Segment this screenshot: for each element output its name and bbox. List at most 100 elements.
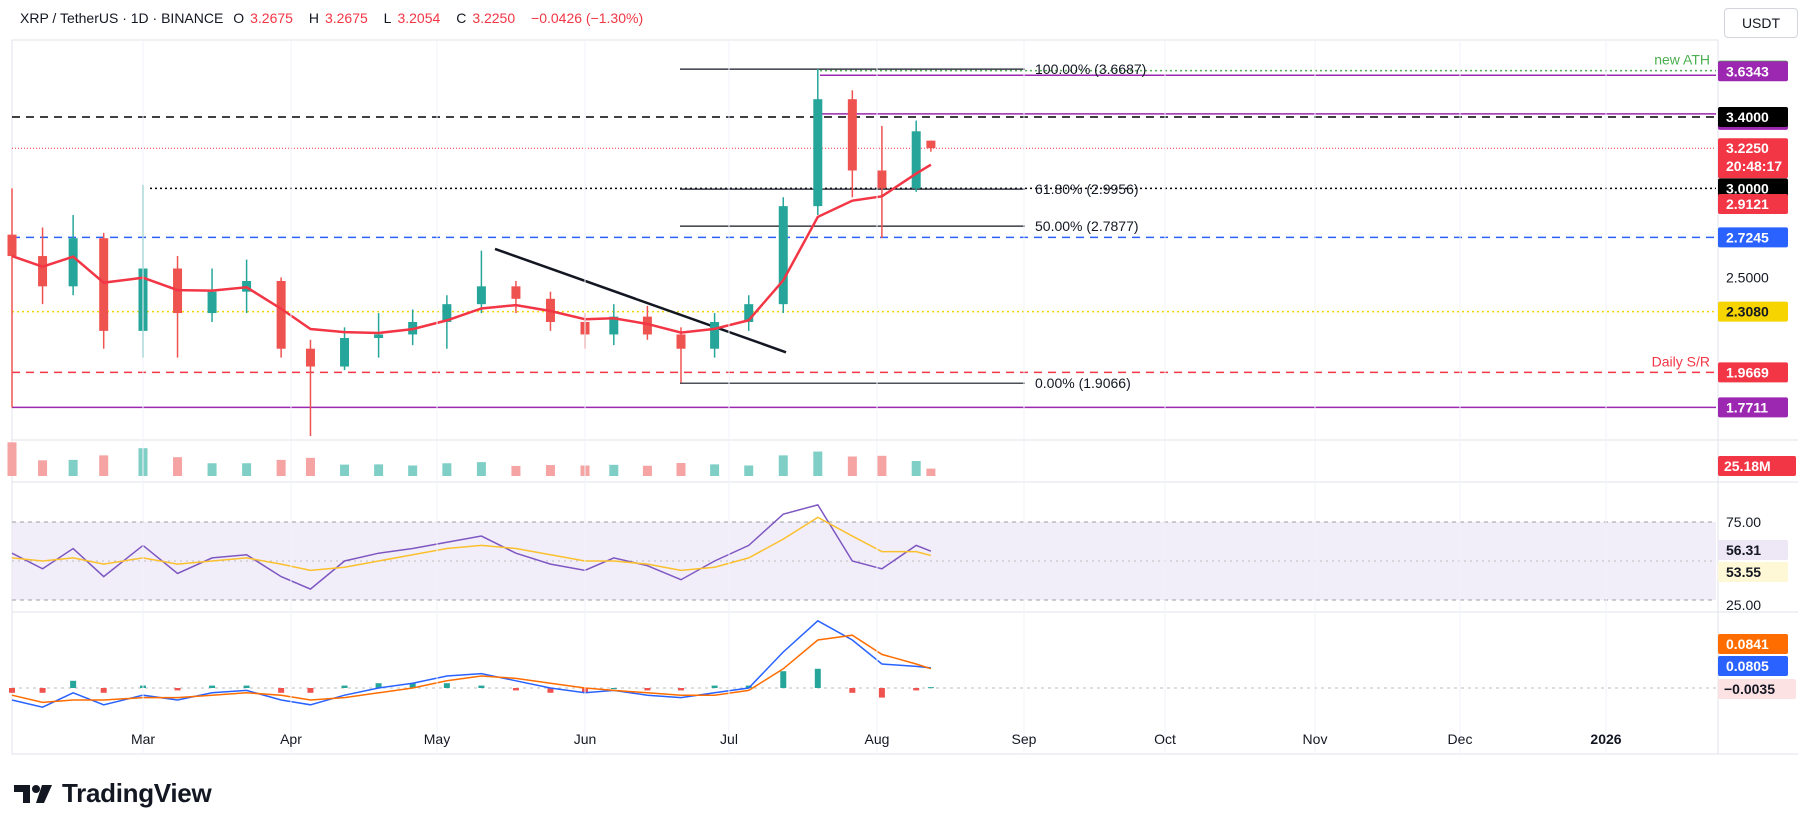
macd-hist-2 — [70, 680, 77, 688]
macd-hist-11 — [375, 683, 382, 688]
time-tick-9: Dec — [1448, 731, 1473, 747]
price-tag-text-5: 3.0000 — [1726, 180, 1769, 196]
price-tag-6 — [1718, 193, 1788, 214]
volume-bar-15 — [511, 465, 521, 476]
high-label: H — [308, 10, 319, 26]
macd-tag-text: 0.0841 — [1726, 636, 1769, 652]
price-tag-10 — [1718, 397, 1788, 418]
macd-hist-8 — [278, 688, 285, 693]
symbol-title: XRP / TetherUS · 1D · BINANCE — [20, 10, 224, 26]
rsi-line — [11, 503, 932, 590]
macd-hist-14 — [478, 685, 485, 688]
macd-hist-13 — [443, 683, 450, 688]
macd-hist-12 — [409, 683, 416, 688]
rsi-tag-text: 56.31 — [1726, 542, 1761, 558]
volume-bar-10 — [340, 464, 350, 476]
time-tick-3: Jun — [574, 731, 597, 747]
volume-bar-13 — [442, 463, 452, 476]
volume-bar-28 — [926, 468, 936, 476]
macd-hist-tag — [1718, 679, 1796, 699]
volume-bar-24 — [813, 451, 823, 476]
volume-tag-text: 25.18M — [1724, 458, 1771, 474]
price-tag-text-3: 3.4000 — [1726, 109, 1769, 125]
fib-label-0: 100.00% (3.6687) — [1035, 61, 1146, 77]
price-tag-4 — [1718, 138, 1788, 179]
tradingview-logo-icon — [14, 784, 52, 803]
price-tag-9 — [1718, 362, 1788, 383]
macd-hist-20 — [678, 688, 684, 691]
volume-bar-2 — [68, 459, 78, 476]
macd-hist-28 — [927, 687, 934, 689]
countdown-text: 20:48:17 — [1726, 158, 1782, 174]
macd-hist-9 — [307, 688, 314, 693]
price-chart[interactable]: 3.6607new ATH3.63433.41803.40003.225020:… — [0, 0, 1814, 760]
candle-body-8 — [276, 280, 286, 349]
ema-line — [11, 163, 932, 335]
time-tick-10: 2026 — [1590, 731, 1621, 747]
fib-label-2: 50.00% (2.7877) — [1035, 218, 1139, 234]
volume-bar-27 — [911, 461, 921, 476]
candle-body-0 — [7, 234, 17, 257]
macd-hist-15 — [512, 688, 519, 691]
volume-bar-8 — [276, 459, 286, 476]
candle-body-24 — [813, 99, 823, 207]
price-tag-7 — [1718, 227, 1788, 248]
candle-body-13 — [442, 304, 452, 322]
macd-line — [11, 619, 931, 708]
trendline — [494, 247, 787, 354]
volume-bar-25 — [847, 456, 857, 476]
volume-bar-23 — [778, 455, 788, 476]
chart-frame — [11, 39, 1719, 755]
macd-hist-tag-text: −0.0035 — [1724, 681, 1775, 697]
rsi-signal-tag — [1718, 562, 1788, 582]
time-tick-6: Sep — [1012, 731, 1037, 747]
price-tag-1 — [1718, 61, 1788, 82]
volume-bar-1 — [38, 460, 48, 476]
candle-body-11 — [374, 334, 384, 339]
low-value: 3.2054 — [397, 10, 441, 26]
tradingview-logo[interactable]: TradingView — [14, 778, 212, 809]
time-tick-2: May — [424, 731, 450, 747]
candle-body-3 — [99, 238, 109, 331]
volume-bar-3 — [99, 455, 109, 476]
macd-hist-3 — [100, 688, 107, 693]
macd-hist-10 — [341, 685, 348, 688]
price-tag-text-1: 3.6343 — [1726, 63, 1769, 79]
macd-signal-tag — [1718, 656, 1788, 676]
fib-label-1: 61.80% (2.9956) — [1035, 181, 1139, 197]
macd-hist-26 — [878, 688, 885, 698]
close-label: C — [456, 10, 467, 26]
candle-body-9 — [305, 348, 315, 367]
candle-body-14 — [476, 286, 486, 305]
currency-button[interactable]: USDT — [1724, 8, 1798, 38]
volume-bar-21 — [710, 464, 720, 476]
macd-hist-27 — [913, 688, 920, 691]
price-tag-text-8: 2.3080 — [1726, 304, 1769, 320]
candle-body-27 — [911, 131, 921, 189]
volume-bar-18 — [609, 464, 619, 476]
price-tag-text-6: 2.9121 — [1726, 196, 1769, 212]
fib-label-3: 0.00% (1.9066) — [1035, 375, 1131, 391]
volume-bar-20 — [676, 463, 686, 476]
rsi-signal-tag-text: 53.55 — [1726, 564, 1761, 580]
candle-body-2 — [68, 238, 78, 287]
macd-hist-24 — [814, 668, 821, 688]
macd-tag — [1718, 634, 1788, 654]
candle-body-28 — [926, 140, 936, 149]
volume-bar-0 — [7, 442, 17, 476]
volume-bar-11 — [374, 464, 384, 476]
time-tick-0: Mar — [131, 731, 155, 747]
macd-hist-5 — [174, 688, 181, 691]
macd-signal-line — [11, 634, 932, 704]
volume-bar-5 — [173, 457, 183, 476]
volume-bar-14 — [476, 462, 486, 476]
price-tag-text-10: 1.7711 — [1726, 399, 1768, 415]
candle-body-15 — [511, 286, 521, 299]
price-tag-3 — [1718, 107, 1788, 128]
price-tick-0: 2.5000 — [1726, 269, 1769, 285]
candle-body-6 — [207, 291, 217, 314]
macd-hist-7 — [243, 685, 250, 688]
rsi-tag — [1718, 540, 1788, 560]
volume-bar-19 — [642, 465, 652, 476]
open-label: O — [233, 10, 245, 26]
